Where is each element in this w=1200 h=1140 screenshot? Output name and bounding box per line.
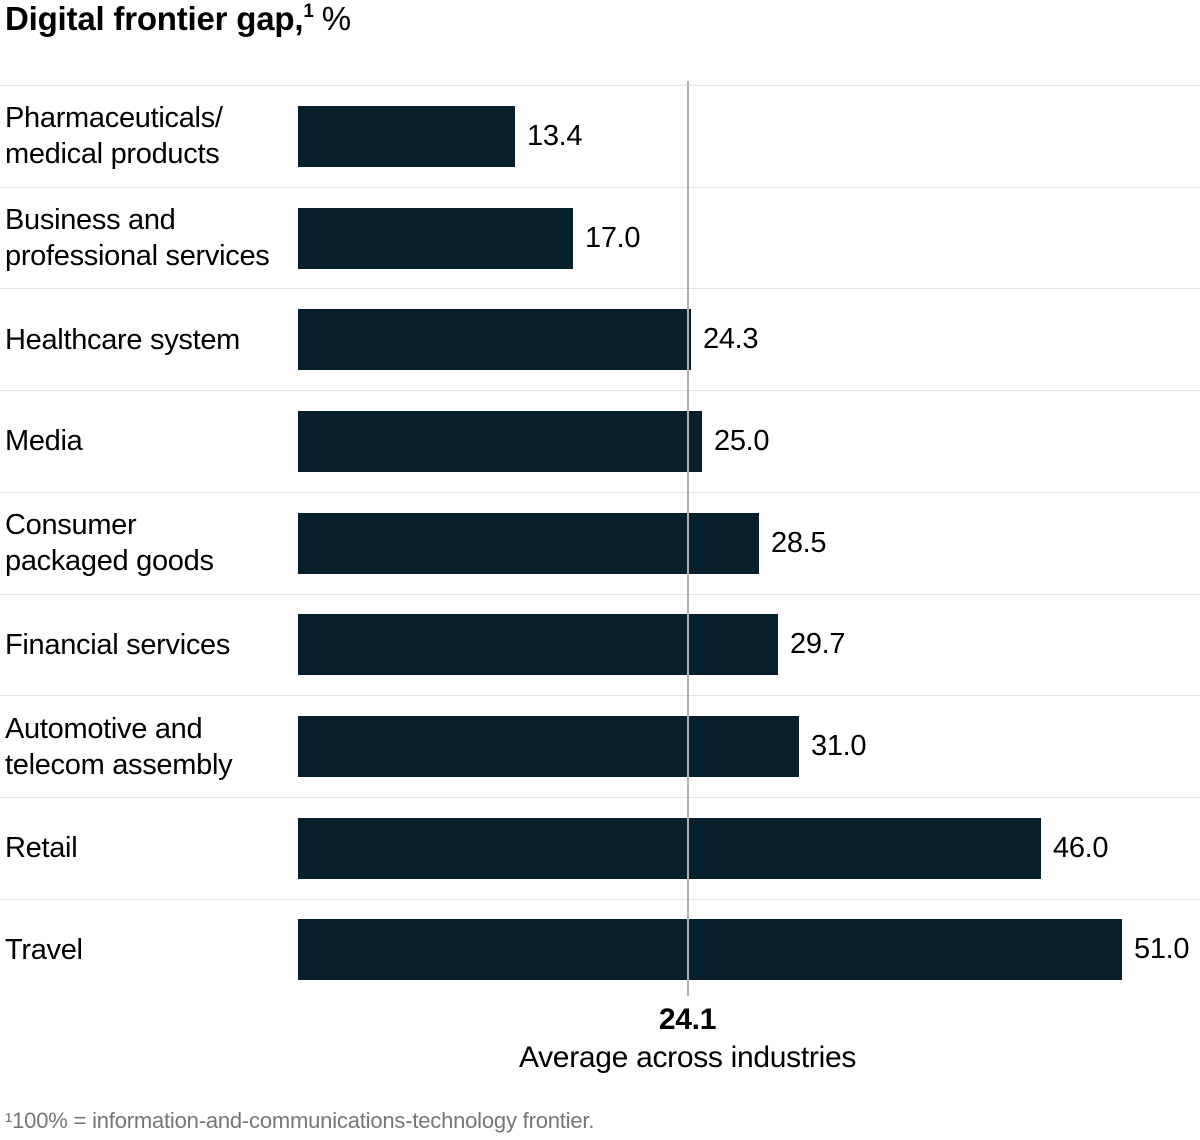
value-label: 25.0 [714, 424, 770, 457]
bar [298, 919, 1122, 981]
category-label: Consumer packaged goods [5, 509, 214, 578]
chart-row: Automotive and telecom assembly 31.0 [0, 695, 1200, 797]
category-label: Pharmaceuticals/ medical products [5, 102, 223, 171]
chart-title-unit: % [321, 0, 351, 37]
bar-chart: Pharmaceuticals/ medical products 13.4 Bus… [0, 81, 1200, 1001]
average-caption: Average across industries [518, 1041, 857, 1074]
category-label: Healthcare system [5, 323, 241, 356]
bar [298, 512, 759, 574]
category-label: Media [5, 425, 83, 458]
average-reference-line [686, 81, 689, 996]
value-label: 46.0 [1053, 831, 1109, 864]
value-label: 29.7 [790, 628, 846, 661]
bar [298, 105, 515, 167]
chart-title: Digital frontier gap,1% [5, 0, 351, 38]
bar [298, 614, 778, 676]
footnote-marker: 1 [303, 1, 314, 22]
bar [298, 716, 799, 778]
value-label: 24.3 [703, 323, 759, 356]
chart-row: Travel 51.0 [0, 898, 1200, 1001]
chart-row: Healthcare system 24.3 [0, 288, 1200, 390]
chart-row: Consumer packaged goods 28.5 [0, 491, 1200, 594]
bar [298, 410, 702, 472]
bar [298, 817, 1041, 879]
category-label: Business and professional services [5, 204, 270, 273]
bar [298, 309, 691, 371]
value-label: 28.5 [771, 526, 827, 559]
bar [298, 207, 573, 269]
category-label: Retail [5, 832, 78, 865]
chart-row: Media 25.0 [0, 390, 1200, 492]
chart-title-text: Digital frontier gap, [5, 0, 304, 37]
chart-row: Business and professional services 17.0 [0, 186, 1200, 289]
category-label: Automotive and telecom assembly [5, 712, 233, 781]
chart-row: Financial services 29.7 [0, 593, 1200, 696]
footnote: ¹100% = information-and-communications-t… [5, 1108, 595, 1133]
category-label: Financial services [5, 628, 231, 661]
category-label: Travel [5, 933, 83, 966]
average-annotation: 24.1 Average across industries [338, 1002, 1038, 1078]
value-label: 17.0 [585, 221, 641, 254]
value-label: 51.0 [1134, 933, 1190, 966]
average-value: 24.1 [658, 1003, 717, 1036]
value-label: 13.4 [527, 119, 583, 152]
value-label: 31.0 [811, 730, 867, 763]
chart-row: Pharmaceuticals/ medical products 13.4 [0, 85, 1200, 187]
chart-row: Retail 46.0 [0, 796, 1200, 899]
